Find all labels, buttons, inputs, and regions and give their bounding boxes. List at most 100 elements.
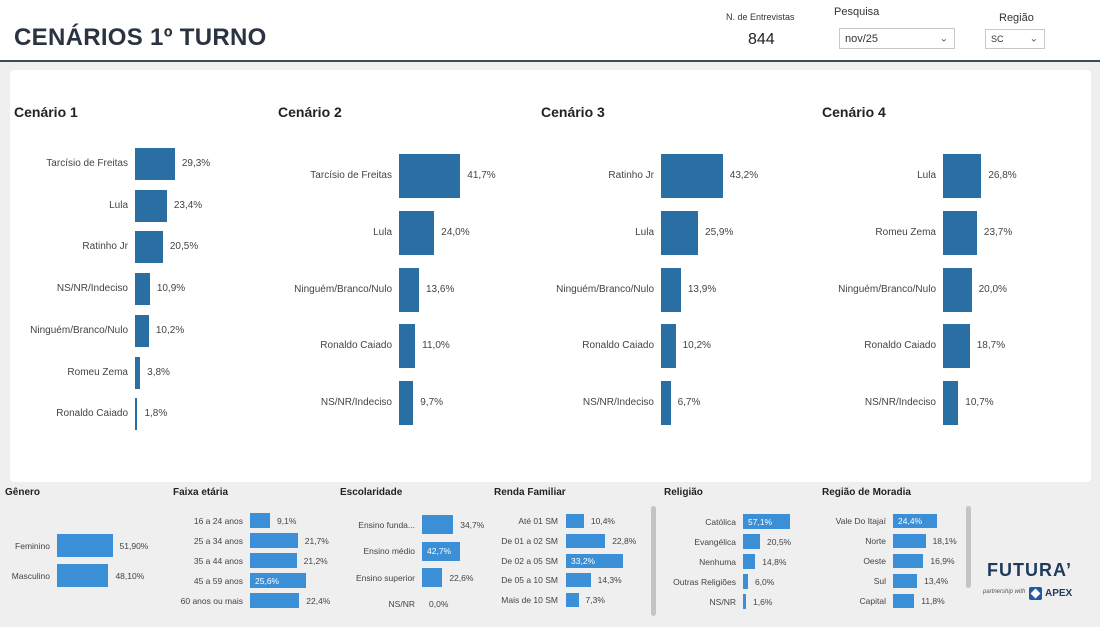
scenario-4-title: Cenário 4 — [822, 104, 886, 120]
scenario-1-bar[interactable] — [135, 314, 149, 347]
scenario-1-category-label: Tarcísio de Freitas — [46, 158, 128, 169]
renda-familiar-bar[interactable] — [566, 553, 624, 568]
regi-o-de-moradia-bar[interactable] — [893, 514, 937, 528]
escolaridade-bar[interactable] — [422, 541, 461, 561]
renda-familiar-bar[interactable] — [566, 514, 584, 528]
scenario-1-bar[interactable] — [135, 356, 141, 389]
scenario-2-bar[interactable] — [399, 267, 419, 312]
scenario-4-bar[interactable] — [943, 267, 972, 312]
religi-o-value-label: 14,8% — [762, 556, 787, 567]
faixa-et-ria-value-label: 21,2% — [303, 555, 328, 566]
scenario-2-category-label: Tarcísio de Freitas — [310, 170, 392, 181]
scenario-3-category-label: Ninguém/Branco/Nulo — [556, 283, 654, 295]
regi-o-de-moradia-category-label: Sul — [873, 576, 886, 586]
pesquisa-select[interactable]: nov/25 ⌄ — [839, 28, 955, 49]
scenario-1-category-label: Romeu Zema — [67, 366, 128, 378]
regiao-select[interactable]: SC ⌄ — [985, 29, 1045, 49]
scenario-1-bar[interactable] — [135, 148, 175, 180]
religiao-scrollbar[interactable] — [651, 506, 656, 616]
g-nero-bar[interactable] — [57, 564, 109, 587]
scenario-2-bar[interactable] — [399, 210, 435, 255]
scenario-4-category-label: Romeu Zema — [875, 226, 936, 238]
scenario-4-bar[interactable] — [943, 154, 982, 198]
regi-o-de-moradia-bar[interactable] — [893, 554, 924, 568]
scenario-1-value-label: 29,3% — [181, 158, 211, 169]
renda-familiar-bar[interactable] — [566, 533, 606, 548]
scenario-3-bar[interactable] — [661, 324, 676, 369]
regi-o-de-moradia-value-label: 16,9% — [930, 556, 955, 566]
escolaridade-category-label: Ensino médio — [363, 546, 415, 556]
scenario-1-bar[interactable] — [135, 398, 138, 431]
religi-o-bar[interactable] — [743, 594, 746, 609]
scenario-2-bar[interactable] — [399, 324, 416, 369]
regiao-selected-value: SC — [991, 34, 1004, 44]
scenario-4-value-label: 26,8% — [988, 170, 1017, 181]
scenario-4-bar[interactable] — [943, 381, 959, 426]
scenario-3-bar[interactable] — [661, 154, 723, 198]
g-nero-bar[interactable] — [57, 534, 113, 557]
regi-o-de-moradia-bar[interactable] — [893, 594, 915, 608]
scenario-3-category-label: Ratinho Jr — [608, 170, 654, 181]
religi-o-bar[interactable] — [743, 534, 760, 549]
faixa-et-ria-bar[interactable] — [250, 593, 300, 608]
scenarios-panel — [10, 70, 1091, 482]
religi-o-bar[interactable] — [743, 514, 791, 529]
scenario-3-value-label: 10,2% — [682, 340, 711, 352]
header-bar: CENÁRIOS 1º TURNO N. de Entrevistas 844 … — [0, 0, 1100, 62]
religi-o-bar[interactable] — [743, 554, 756, 569]
scenario-4-value-label: 18,7% — [976, 340, 1006, 352]
renda-familiar-category-label: Até 01 SM — [518, 516, 558, 526]
regiao-scrollbar[interactable] — [966, 506, 971, 588]
renda-familiar-bar[interactable] — [566, 593, 579, 608]
religi-o-value-label: 57,1% — [748, 516, 773, 527]
scenario-1-value-label: 23,4% — [173, 199, 203, 211]
scenario-3-bar[interactable] — [661, 210, 699, 255]
regi-o-de-moradia-category-label: Norte — [865, 536, 886, 546]
scenario-2-bar[interactable] — [399, 154, 461, 198]
faixa-et-ria-bar[interactable] — [250, 513, 271, 528]
scenario-2-bar[interactable] — [399, 381, 414, 426]
escolaridade-bar[interactable] — [422, 568, 443, 587]
regi-o-de-moradia-bar[interactable] — [893, 574, 918, 588]
faixa-et-ria-category-label: 25 a 34 anos — [193, 535, 243, 546]
regi-o-de-moradia-value-label: 24,4% — [898, 516, 923, 526]
escolaridade-value-label: 0,0% — [429, 599, 449, 609]
scenario-3-bar[interactable] — [661, 381, 671, 426]
scenario-2-title: Cenário 2 — [278, 104, 342, 120]
g-nero-category-label: Masculino — [11, 570, 50, 581]
scenario-1-bar[interactable] — [135, 189, 167, 222]
faixa-et-ria-value-label: 9,1% — [277, 515, 297, 526]
faixa-et-ria-bar[interactable] — [250, 533, 298, 548]
scenario-3-bar[interactable] — [661, 267, 681, 312]
g-nero-title: Gênero — [5, 487, 41, 498]
regi-o-de-moradia-title: Região de Moradia — [822, 487, 911, 498]
renda-familiar-value-label: 33,2% — [571, 555, 596, 566]
scenario-4-bar[interactable] — [943, 324, 970, 369]
regi-o-de-moradia-value-label: 18,1% — [932, 536, 957, 546]
chevron-down-icon: ⌄ — [1029, 33, 1038, 45]
faixa-et-ria-bar[interactable] — [250, 553, 297, 568]
escolaridade-value-label: 22,6% — [449, 572, 474, 583]
partnership-text: partnership with — [983, 589, 1026, 595]
religi-o-category-label: NS/NR — [709, 596, 736, 607]
scenario-3-title: Cenário 3 — [541, 104, 605, 120]
faixa-et-ria-bar[interactable] — [250, 573, 307, 588]
sample-size-label: N. de Entrevistas — [726, 12, 795, 22]
escolaridade-value-label: 34,7% — [460, 519, 485, 530]
escolaridade-title: Escolaridade — [340, 487, 403, 498]
escolaridade-bar[interactable] — [422, 515, 454, 534]
religi-o-value-label: 1,6% — [753, 596, 773, 607]
religi-o-bar[interactable] — [743, 574, 748, 589]
apex-logo-text: APEX — [1045, 588, 1073, 599]
renda-familiar-bar[interactable] — [566, 573, 591, 588]
scenario-1-bar[interactable] — [135, 231, 163, 264]
regi-o-de-moradia-bar[interactable] — [893, 534, 926, 548]
regi-o-de-moradia-category-label: Vale Do Itajaí — [835, 516, 886, 526]
scenario-4-bar[interactable] — [943, 210, 977, 255]
scenario-2-value-label: 9,7% — [420, 397, 444, 409]
scenario-1-bar[interactable] — [135, 273, 150, 306]
escolaridade-category-label: NS/NR — [388, 599, 415, 609]
apex-icon — [1029, 587, 1042, 600]
scenario-3-value-label: 25,9% — [705, 226, 734, 238]
pesquisa-selected-value: nov/25 — [845, 32, 879, 45]
